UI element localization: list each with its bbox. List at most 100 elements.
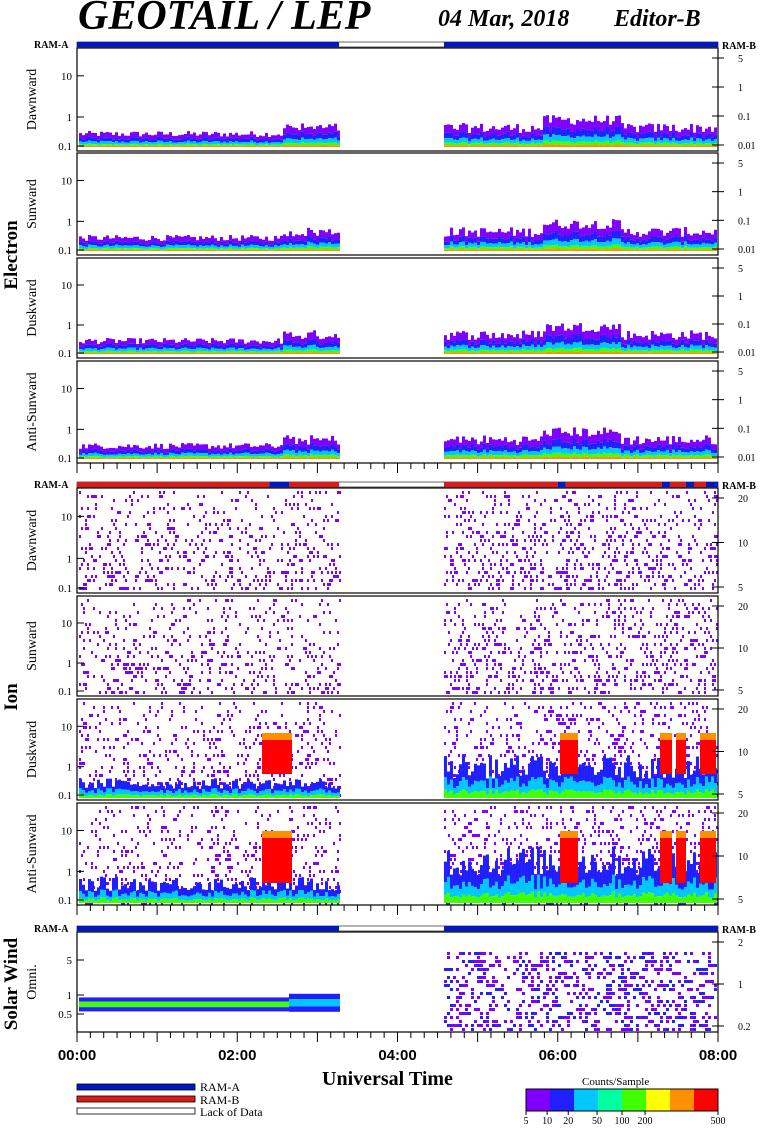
electron-flux-cell	[256, 241, 259, 246]
electron-flux-cell	[133, 453, 136, 457]
ion-count-cell	[339, 491, 341, 494]
electron-flux-cell	[488, 249, 492, 251]
ion-count-cell	[315, 587, 317, 590]
ion-count-cell	[663, 587, 666, 590]
electron-flux-cell	[166, 141, 169, 145]
ion-count-cell	[323, 539, 325, 542]
electron-flux-cell	[527, 140, 531, 144]
ion-count-cell	[649, 519, 652, 522]
electron-flux-cell	[292, 134, 295, 140]
ion-count-cell	[93, 515, 95, 518]
ion-count-cell	[601, 543, 604, 546]
electron-flux-cell	[683, 448, 687, 453]
electron-flux-cell	[130, 245, 133, 249]
ion-count-cell	[645, 575, 648, 578]
electron-flux-cell	[638, 142, 642, 146]
electron-flux-cell	[142, 246, 145, 249]
electron-flux-cell	[677, 350, 681, 353]
electron-flux-cell	[554, 326, 558, 336]
ion-count-cell	[665, 579, 668, 582]
electron-flux-cell	[250, 145, 253, 147]
ion-count-cell	[485, 571, 488, 574]
electron-flux-cell	[328, 346, 331, 351]
electron-flux-cell	[500, 340, 504, 346]
electron-flux-cell	[160, 248, 163, 251]
electron-flux-cell	[497, 350, 501, 353]
electron-flux-cell	[205, 457, 208, 459]
electron-flux-cell	[650, 441, 654, 448]
electron-flux-cell	[641, 352, 645, 354]
electron-flux-cell	[151, 347, 154, 351]
electron-flux-cell	[575, 248, 579, 251]
electron-flux-cell	[500, 333, 504, 341]
ion-count-cell	[183, 507, 185, 510]
electron-flux-cell	[476, 134, 480, 140]
panel-background	[77, 596, 718, 696]
electron-flux-cell	[518, 137, 522, 142]
ion-count-cell	[217, 527, 219, 530]
ion-count-cell	[123, 563, 125, 566]
electron-flux-cell	[572, 231, 576, 239]
electron-flux-cell	[578, 228, 582, 237]
electron-flux-cell	[151, 144, 154, 147]
electron-flux-cell	[109, 454, 112, 457]
electron-flux-cell	[166, 134, 169, 139]
ion-count-cell	[173, 543, 175, 546]
electron-flux-cell	[142, 134, 145, 139]
electron-flux-cell	[443, 457, 447, 459]
electron-flux-cell	[316, 235, 319, 242]
electron-flux-cell	[599, 454, 603, 458]
electron-flux-cell	[184, 133, 187, 139]
electron-flux-cell	[193, 341, 196, 346]
electron-flux-cell	[142, 347, 145, 350]
ion-count-cell	[313, 507, 315, 510]
electron-flux-cell	[205, 444, 208, 450]
ion-count-cell	[83, 639, 85, 642]
ion-count-cell	[321, 535, 323, 538]
electron-flux-cell	[220, 140, 223, 143]
electron-flux-cell	[244, 248, 247, 250]
electron-flux-cell	[701, 145, 705, 147]
electron-flux-cell	[127, 144, 130, 147]
electron-flux-cell	[166, 452, 169, 455]
electron-flux-cell	[647, 145, 651, 147]
ion-count-cell	[157, 655, 159, 658]
electron-flux-cell	[563, 448, 567, 454]
electron-flux-cell	[289, 454, 292, 458]
electron-flux-cell	[491, 439, 495, 447]
electron-flux-cell	[506, 346, 510, 351]
ion-count-cell	[141, 551, 143, 554]
electron-flux-cell	[232, 250, 235, 251]
electron-flux-cell	[136, 343, 139, 348]
electron-flux-cell	[557, 452, 561, 457]
electron-flux-cell	[608, 456, 612, 459]
electron-flux-cell	[710, 449, 714, 454]
electron-flux-cell	[166, 348, 169, 352]
ion-count-cell	[199, 563, 201, 566]
electron-flux-cell	[310, 443, 313, 450]
electron-flux-cell	[130, 237, 133, 243]
electron-flux-cell	[322, 457, 325, 459]
electron-flux-cell	[608, 429, 612, 440]
electron-flux-cell	[461, 339, 465, 345]
electron-flux-cell	[268, 453, 271, 457]
electron-flux-cell	[590, 245, 594, 249]
electron-flux-cell	[316, 352, 319, 354]
electron-flux-cell	[181, 351, 184, 353]
ion-count-cell	[333, 559, 335, 562]
electron-flux-cell	[653, 451, 657, 456]
electron-flux-cell	[644, 454, 648, 458]
electron-flux-cell	[488, 139, 492, 144]
electron-flux-cell	[659, 237, 663, 243]
electron-flux-cell	[235, 249, 238, 251]
electron-flux-cell	[599, 228, 603, 237]
electron-flux-cell	[232, 146, 235, 147]
electron-flux-cell	[328, 142, 331, 146]
electron-flux-cell	[247, 134, 250, 139]
electron-flux-cell	[319, 246, 322, 250]
electron-flux-cell	[491, 345, 495, 350]
electron-flux-cell	[557, 240, 561, 246]
electron-flux-cell	[115, 141, 118, 145]
electron-flux-cell	[163, 248, 166, 251]
electron-flux-cell	[298, 335, 301, 343]
